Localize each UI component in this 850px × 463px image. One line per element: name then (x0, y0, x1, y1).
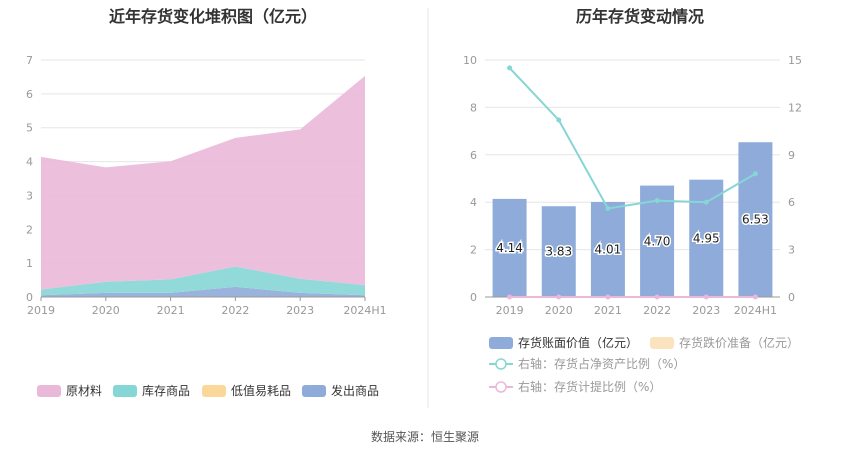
bar-value-label: 6.53 (742, 213, 769, 227)
line-point (654, 198, 660, 204)
bar (492, 198, 527, 297)
inventory-bar-line-chart: 历年存货变动情况 0 2 4 6 8 10 0 3 6 9 12 15 4.14 3.83 4.01 4.70 4… (463, 7, 802, 394)
bar-value-label: 4.14 (496, 241, 523, 255)
legend-marker (495, 358, 507, 370)
legend-label: 低值易耗品 (231, 383, 291, 398)
y-tick-label: 3 (26, 189, 33, 202)
legend-marker (495, 381, 507, 393)
bar (590, 201, 625, 297)
chart-title: 近年存货变化堆积图（亿元） (109, 7, 317, 26)
line-point (703, 199, 709, 205)
line-point (507, 294, 513, 300)
x-tick-label: 2022 (221, 304, 249, 317)
x-tick-label: 2023 (286, 304, 314, 317)
legend-label: 原材料 (66, 384, 102, 398)
bar (640, 185, 675, 297)
y-tick-label: 8 (470, 101, 477, 114)
y-tick-label: 0 (470, 291, 477, 304)
legend-label: 右轴：存货计提比例（%） (518, 379, 661, 394)
x-tick-label: 2019 (27, 304, 55, 317)
legend-swatch (37, 385, 61, 397)
legend-swatch (489, 337, 513, 349)
bar-value-label: 4.01 (595, 242, 622, 256)
y-tick-label: 4 (470, 196, 477, 209)
y-tick-label: 4 (26, 156, 33, 169)
x-tick-label: 2020 (92, 304, 120, 317)
area-series-库存商品 (41, 266, 365, 296)
bar-value-label: 4.95 (693, 231, 720, 245)
area-series-发出商品 (41, 286, 365, 297)
line-point (703, 294, 709, 300)
bar (689, 179, 724, 297)
y-tick-label: 2 (470, 244, 477, 257)
x-tick-label: 2021 (157, 304, 185, 317)
y-tick-label: 2 (26, 223, 33, 236)
data-source-note: 数据来源：恒生聚源 (370, 430, 479, 444)
y2-tick-label: 9 (788, 149, 795, 162)
y2-tick-label: 12 (788, 101, 802, 114)
y-tick-label: 1 (26, 257, 33, 270)
chart-title: 历年存货变动情况 (576, 7, 704, 26)
y2-tick-label: 15 (788, 54, 802, 67)
legend-swatch (202, 385, 226, 397)
y-tick-label: 0 (26, 291, 33, 304)
legend-label: 存货账面价值（亿元） (518, 335, 638, 350)
x-tick-label: 2024H1 (343, 304, 386, 317)
x-tick-label: 2022 (643, 304, 671, 317)
x-tick-label: 2020 (545, 304, 573, 317)
x-tick-label: 2019 (496, 304, 524, 317)
line-point (752, 294, 758, 300)
y-tick-label: 5 (26, 122, 33, 135)
y2-tick-label: 3 (788, 244, 795, 257)
line-point (556, 294, 562, 300)
y2-tick-label: 0 (788, 291, 795, 304)
bar-value-label: 3.83 (545, 245, 572, 259)
y-tick-label: 10 (463, 54, 477, 67)
bar (541, 206, 576, 297)
y-tick-label: 6 (470, 149, 477, 162)
y-tick-label: 6 (26, 88, 33, 101)
line-point (752, 171, 758, 177)
bar (738, 142, 773, 297)
legend-swatch (650, 337, 674, 349)
line-point (605, 294, 611, 300)
line-point (507, 65, 513, 71)
stacked-area-chart: 近年存货变化堆积图（亿元） 0 1 2 3 4 5 6 7 2019 2020 2021 2022 202… (26, 7, 387, 398)
line-series-右轴：存货占净资产比例（%） (508, 67, 756, 210)
line-point (654, 294, 660, 300)
line-point (556, 117, 562, 123)
x-tick-label: 2021 (594, 304, 622, 317)
line-point (605, 206, 611, 212)
y-tick-label: 7 (26, 54, 33, 67)
bar-value-label: 4.70 (644, 234, 671, 248)
legend-label: 发出商品 (331, 383, 379, 398)
y2-tick-label: 6 (788, 196, 795, 209)
legend-label: 库存商品 (142, 383, 190, 398)
legend-swatch (302, 385, 326, 397)
x-tick-label: 2024H1 (734, 304, 777, 317)
x-tick-label: 2023 (692, 304, 720, 317)
legend-label: 存货跌价准备（亿元） (679, 335, 799, 350)
legend-label: 右轴：存货占净资产比例（%） (518, 356, 685, 371)
area-series-原材料 (41, 75, 365, 290)
legend-swatch (113, 385, 137, 397)
